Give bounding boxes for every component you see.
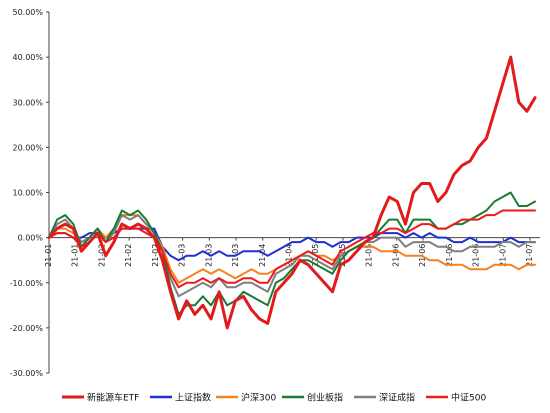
x-tick-label: 21-06: [472, 244, 481, 267]
y-tick-label: 10.00%: [12, 189, 43, 198]
legend-label: 创业板指: [307, 392, 343, 404]
y-tick-label: 20.00%: [12, 143, 43, 152]
y-tick-label: 0.00%: [18, 234, 44, 243]
x-tick-label: 21-03: [178, 244, 187, 267]
x-tick-label: 21-02: [97, 244, 106, 267]
x-tick-label: 21-02: [151, 244, 160, 267]
legend-label: 上证指数: [175, 392, 211, 404]
legend-label: 深证成指: [379, 392, 415, 404]
series-lines: [47, 55, 537, 330]
x-tick-label: 21-01: [44, 244, 53, 267]
y-tick-label: -10.00%: [10, 279, 44, 288]
x-tick-label: 21-07: [525, 244, 534, 267]
y-axis-ticks: 50.00% 40.00% 30.00% 20.00% 10.00% 0.00% -10.0…: [10, 8, 49, 378]
x-tick-label: 21-04: [285, 244, 294, 267]
x-tick-label: 21-04: [258, 244, 267, 267]
legend-label: 中证500: [451, 392, 486, 404]
y-tick-label: 30.00%: [12, 98, 43, 107]
x-tick-label: 21-05: [365, 244, 374, 267]
x-tick-label: 21-07: [498, 244, 507, 267]
x-tick-label: 21-06: [445, 244, 454, 267]
y-tick-label: 40.00%: [12, 53, 43, 62]
series-line: [47, 55, 537, 330]
legend-label: 沪深300: [241, 392, 276, 404]
y-tick-label: 50.00%: [12, 8, 43, 17]
legend: 新能源车ETF 上证指数 沪深300 创业板指 深证成指 中证500: [62, 392, 486, 404]
x-tick-label: 21-02: [124, 244, 133, 267]
x-tick-label: 21-01: [71, 244, 80, 267]
legend-label: 新能源车ETF: [87, 392, 139, 404]
x-tick-label: 21-06: [391, 244, 400, 267]
y-tick-label: -30.00%: [10, 369, 44, 378]
y-tick-label: -20.00%: [10, 324, 44, 333]
series-line: [48, 214, 536, 298]
